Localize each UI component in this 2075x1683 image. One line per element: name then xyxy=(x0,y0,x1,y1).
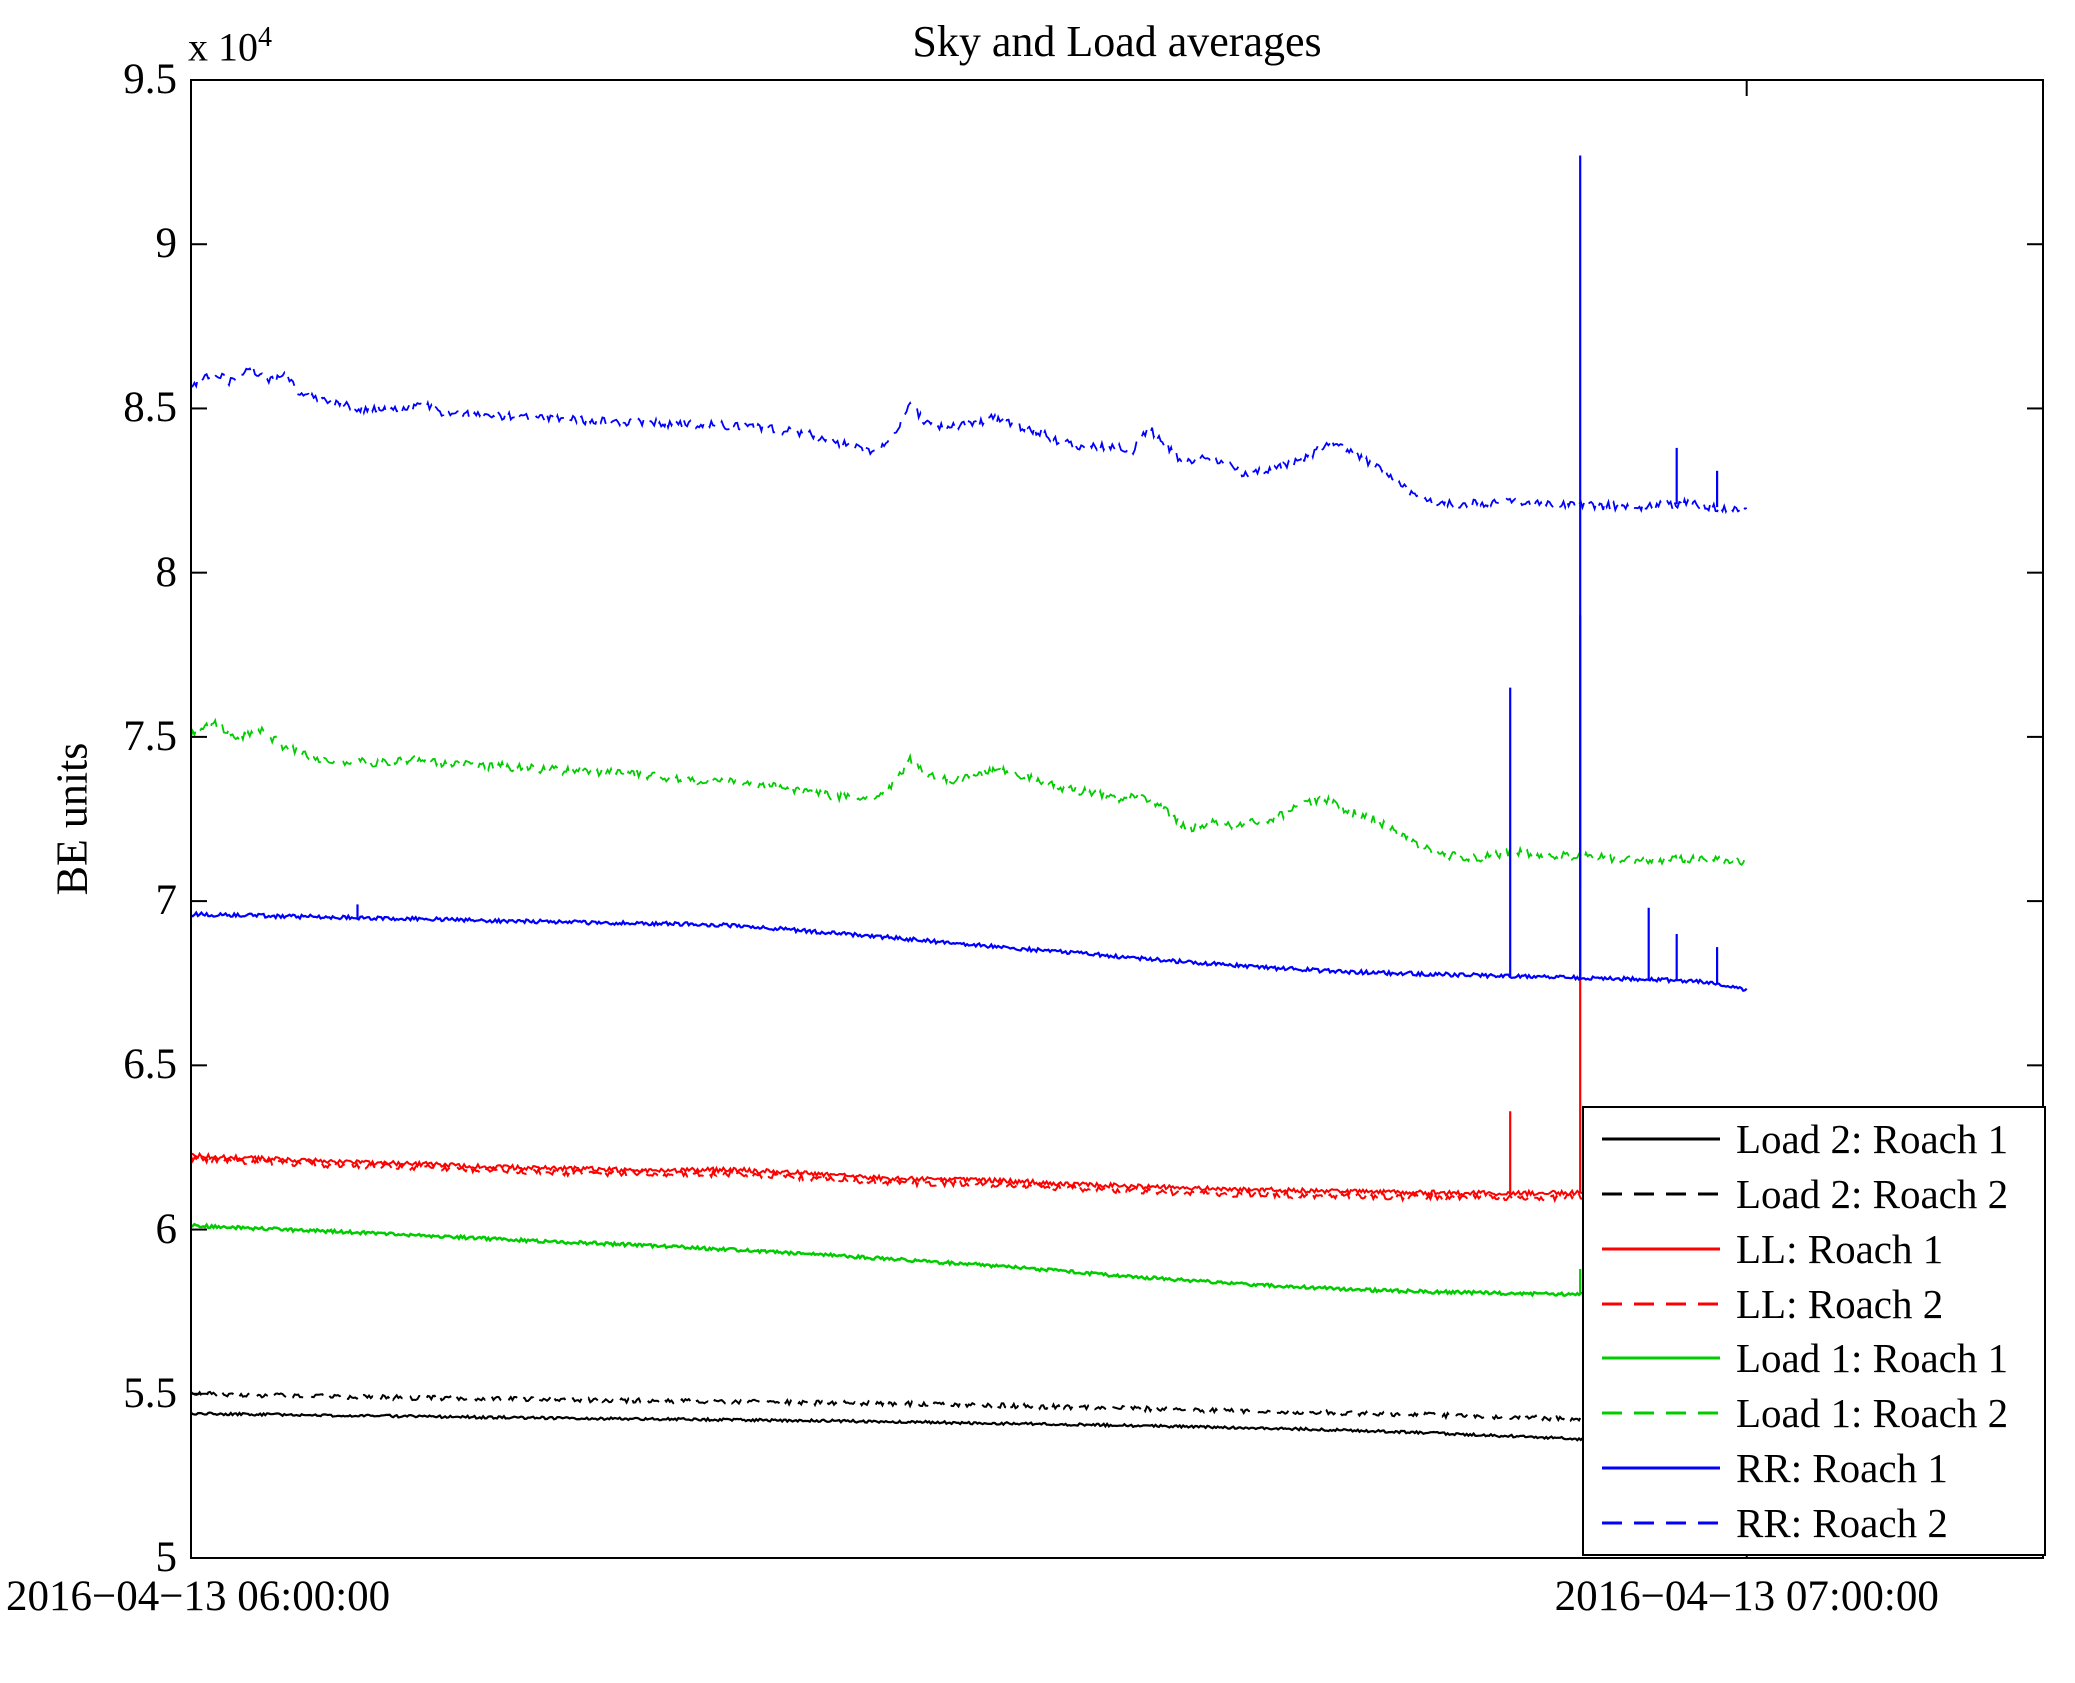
series-load2-roach1 xyxy=(190,1411,1748,1451)
chart-title: Sky and Load averages xyxy=(912,17,1322,66)
legend: Load 2: Roach 1 Load 2: Roach 2 LL: Roach … xyxy=(1582,1106,2046,1556)
legend-entry-rr-roach1: RR: Roach 1 xyxy=(1584,1444,2044,1492)
axes-box xyxy=(190,79,2044,1559)
legend-line-sample xyxy=(1602,1137,1720,1141)
y-tick-label: 6 xyxy=(155,1205,178,1253)
legend-entry-label: Load 1: Roach 2 xyxy=(1736,1390,2009,1437)
legend-line-sample xyxy=(1602,1302,1720,1306)
legend-entry-load1-roach2: Load 1: Roach 2 xyxy=(1584,1389,2044,1437)
legend-entry-label: RR: Roach 1 xyxy=(1736,1444,1948,1491)
y-tick-label: 6.5 xyxy=(123,1041,177,1089)
y-tick-label: 8 xyxy=(155,548,178,596)
legend-line-sample xyxy=(1602,1466,1720,1470)
x-tick-label-end: 2016−04−13 07:00:00 xyxy=(1554,1573,1939,1620)
y-tick-label: 7.5 xyxy=(123,712,177,760)
legend-entry-label: LL: Roach 1 xyxy=(1736,1225,1944,1272)
legend-entry-label: Load 2: Roach 1 xyxy=(1736,1116,2009,1163)
exponent-base: x 10 xyxy=(188,24,258,70)
series-load2-roach2 xyxy=(190,1390,1748,1427)
legend-entry-label: RR: Roach 2 xyxy=(1736,1499,1948,1546)
y-tick-label: 5.5 xyxy=(123,1369,177,1417)
legend-entry-load1-roach1: Load 1: Roach 1 xyxy=(1584,1334,2044,1382)
series-rr-roach1 xyxy=(190,910,1748,992)
legend-line-sample xyxy=(1602,1411,1720,1415)
x-tick-label-start: 2016−04−13 06:00:00 xyxy=(6,1573,391,1620)
legend-line-sample xyxy=(1602,1521,1720,1525)
legend-entry-load2-roach2: Load 2: Roach 2 xyxy=(1584,1170,2044,1218)
y-axis-exponent: x 104 xyxy=(188,22,272,70)
legend-entry-label: Load 1: Roach 1 xyxy=(1736,1335,2009,1382)
y-tick-label: 8.5 xyxy=(123,384,177,432)
legend-entry-ll-roach2: LL: Roach 2 xyxy=(1584,1280,2044,1328)
legend-entry-load2-roach1: Load 2: Roach 1 xyxy=(1584,1115,2044,1163)
y-tick-label: 5 xyxy=(155,1534,178,1581)
series-load1-roach1 xyxy=(190,1222,1748,1299)
legend-line-sample xyxy=(1602,1356,1720,1360)
legend-entry-rr-roach2: RR: Roach 2 xyxy=(1584,1499,2044,1547)
legend-entry-label: Load 2: Roach 2 xyxy=(1736,1171,2009,1218)
series-load1-roach2 xyxy=(190,717,1748,867)
legend-line-sample xyxy=(1602,1247,1720,1251)
series-ll-roach1 xyxy=(190,1151,1747,1199)
y-tick-label: 7 xyxy=(155,877,178,925)
series-rr-roach2 xyxy=(190,364,1748,515)
exponent-power: 4 xyxy=(258,22,272,53)
y-tick-label: 9.5 xyxy=(123,56,177,103)
y-tick-label: 9 xyxy=(155,220,178,268)
legend-entry-ll-roach1: LL: Roach 1 xyxy=(1584,1225,2044,1273)
legend-line-sample xyxy=(1602,1192,1720,1196)
legend-entry-label: LL: Roach 2 xyxy=(1736,1280,1944,1327)
